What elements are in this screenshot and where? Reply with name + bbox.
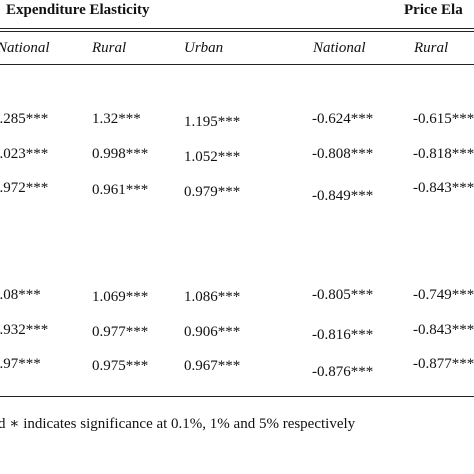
table-cell: -0.843*** xyxy=(413,322,474,338)
subheader-rule xyxy=(0,64,474,65)
table-cell: 1.086*** xyxy=(184,289,241,305)
table-cell: -0.805*** xyxy=(312,287,374,303)
table-cell: 0.961*** xyxy=(92,182,149,198)
table-cell: 0.977*** xyxy=(92,324,149,340)
subheader-rural-exp: Rural xyxy=(92,40,127,56)
table-cell: -0.818*** xyxy=(413,146,474,162)
expenditure-elasticity-header: Expenditure Elasticity xyxy=(6,2,150,18)
table-cell: 1.023*** xyxy=(0,146,49,162)
table-cell: -0.849*** xyxy=(312,188,374,204)
table-footnote: d ∗ indicates significance at 0.1%, 1% a… xyxy=(0,416,356,432)
table-cell: 0.975*** xyxy=(92,358,149,374)
header-rule-top xyxy=(0,28,474,29)
table-cell: 1.052*** xyxy=(184,149,241,165)
table-cell: 1.08*** xyxy=(0,287,41,303)
table-cell: -0.808*** xyxy=(312,146,374,162)
table-cell: 0.998*** xyxy=(92,146,149,162)
subheader-rural-price: Rural xyxy=(414,40,449,56)
table-cell: 1.32*** xyxy=(92,111,141,127)
subheader-national-exp: National xyxy=(0,40,50,56)
table-cell: -0.877*** xyxy=(413,356,474,372)
table-cell: -0.876*** xyxy=(312,364,374,380)
table-cell: 0.906*** xyxy=(184,324,241,340)
table-cell: 0.979*** xyxy=(184,184,241,200)
price-elasticity-header: Price Ela xyxy=(404,2,463,18)
table-cell: 0.97*** xyxy=(0,356,41,372)
table-cell: -0.816*** xyxy=(312,327,374,343)
table-cell: 1.069*** xyxy=(92,289,149,305)
subheader-national-price: National xyxy=(313,40,366,56)
table-cell: 0.932*** xyxy=(0,322,49,338)
table-cell: 1.195*** xyxy=(184,114,241,130)
subheader-urban-exp: Urban xyxy=(184,40,224,56)
table-cell: 0.972*** xyxy=(0,180,49,196)
table-cell: -0.749*** xyxy=(413,287,474,303)
table-cell: -0.624*** xyxy=(312,111,374,127)
header-rule-top-second xyxy=(0,31,474,32)
table-cell: 0.967*** xyxy=(184,358,241,374)
table-cell: -0.843*** xyxy=(413,180,474,196)
table-cell: 1.285*** xyxy=(0,111,49,127)
table-bottom-rule xyxy=(0,396,474,397)
table-cell: -0.615*** xyxy=(413,111,474,127)
